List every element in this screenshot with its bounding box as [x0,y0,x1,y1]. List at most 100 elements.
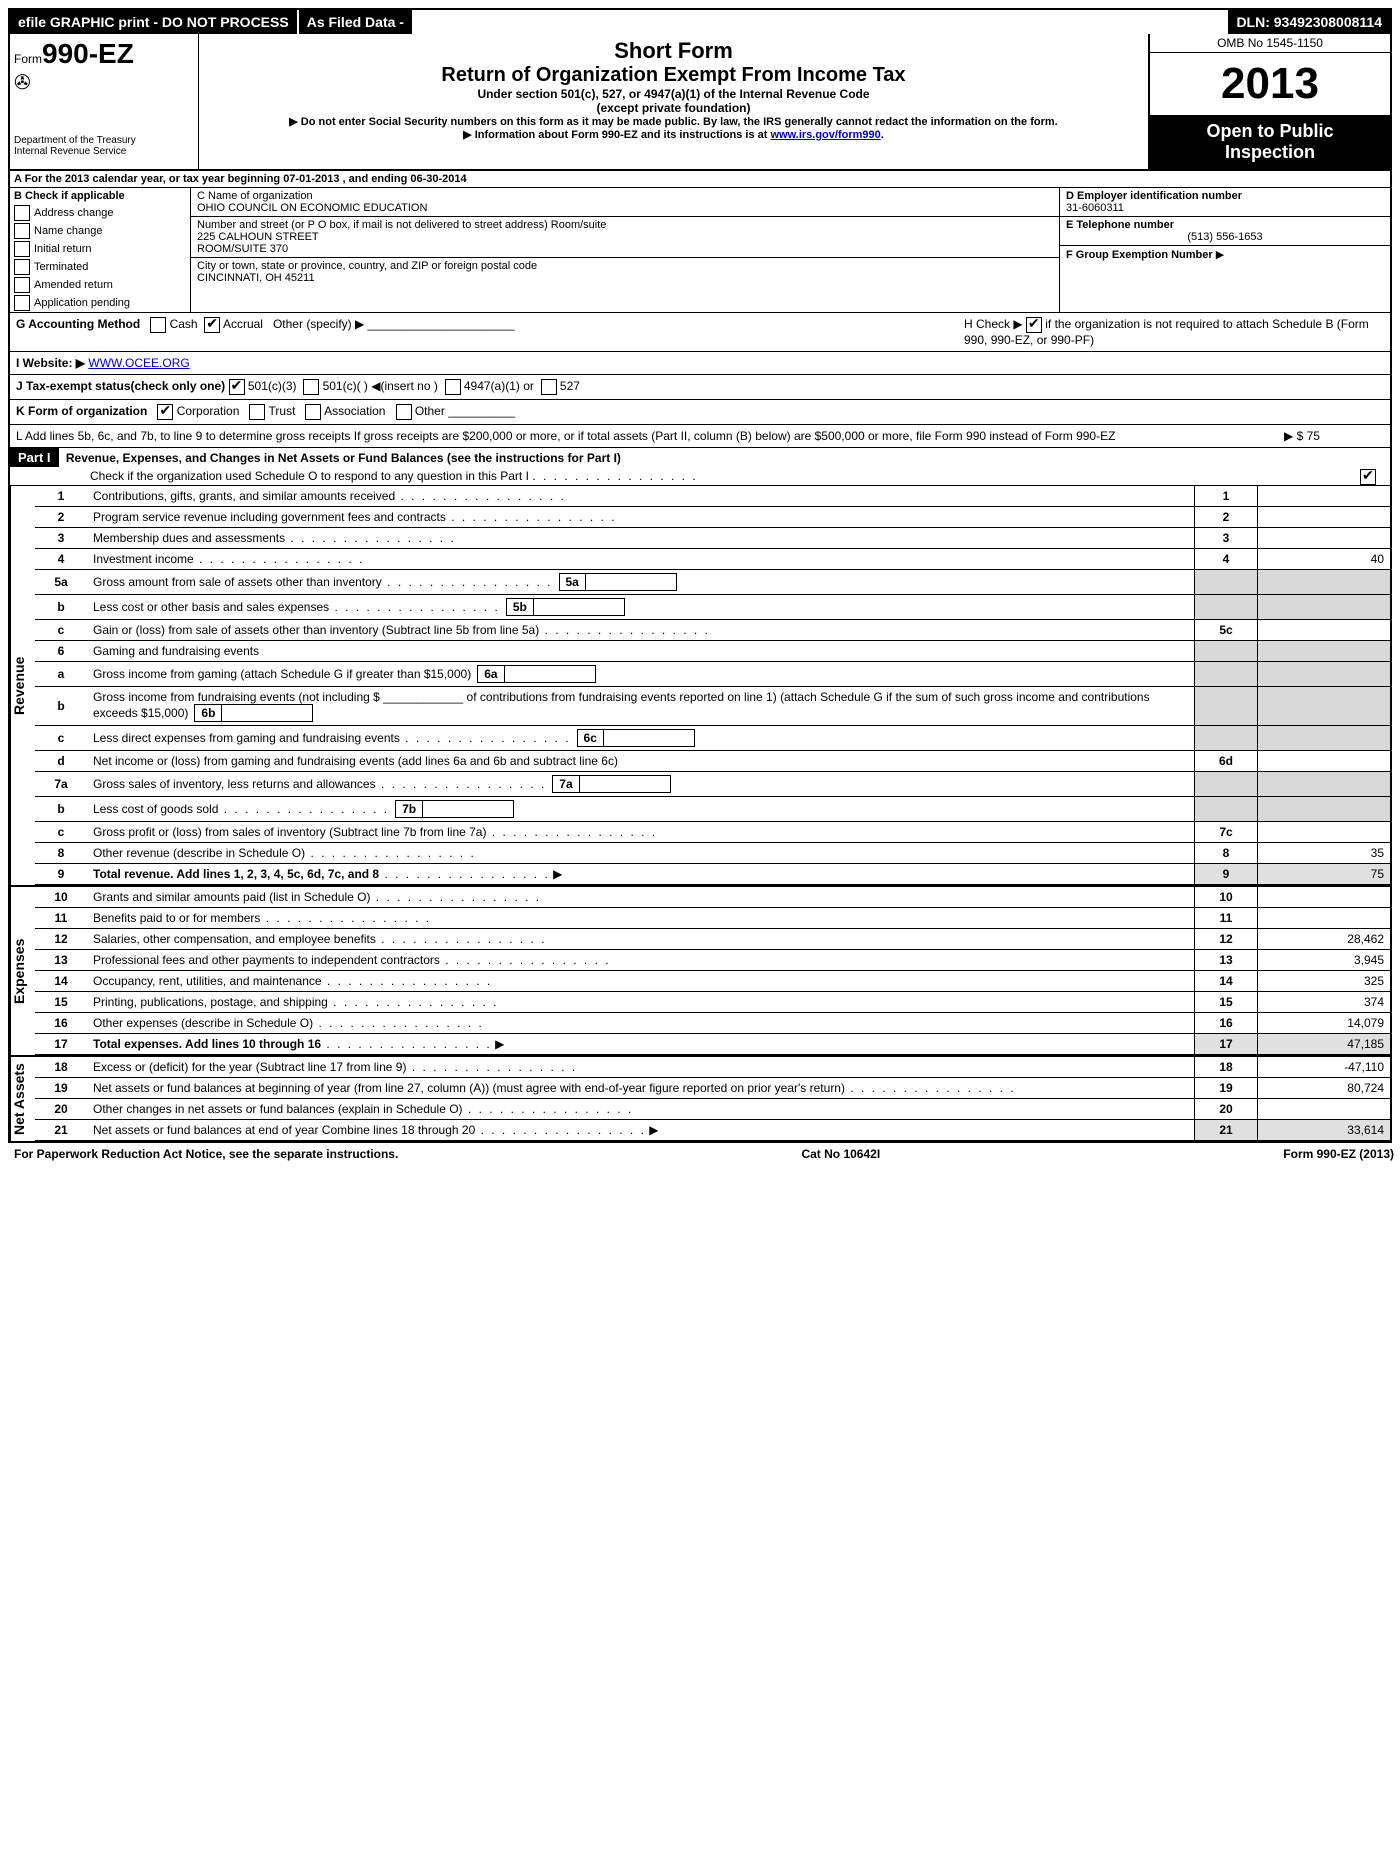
e-val: (513) 556-1653 [1066,231,1384,243]
footer-mid: Cat No 10642I [801,1147,880,1161]
checkbox-name[interactable] [14,223,30,239]
checkbox-app[interactable] [14,295,30,311]
line-3: 3Membership dues and assessments3 [35,528,1390,549]
tax-year: 2013 [1150,53,1390,115]
asfiled-label: As Filed Data - [297,10,414,34]
section-bcd: B Check if applicable Address change Nam… [10,188,1390,313]
cb-address-label: Address change [34,207,114,219]
checkbox-initial[interactable] [14,241,30,257]
header-left: Form990-EZ ✇ Department of the Treasury … [10,34,199,169]
checkbox-trust[interactable] [249,404,265,420]
accrual-label: Accrual [223,317,263,331]
website-link[interactable]: WWW.OCEE.ORG [88,356,189,370]
c-city-val: CINCINNATI, OH 45211 [197,272,1053,284]
warn2: ▶ Information about Form 990-EZ and its … [203,128,1144,141]
netassets-body: 18Excess or (deficit) for the year (Subt… [35,1057,1390,1141]
revenue-section: Revenue 1Contributions, gifts, grants, a… [10,486,1390,885]
c-addr-label: Number and street (or P O box, if mail i… [197,219,1053,231]
irs-link[interactable]: www.irs.gov/form990 [771,129,881,141]
open-inspection: Open to Public Inspection [1150,115,1390,169]
cash-label: Cash [170,317,198,331]
checkbox-amend[interactable] [14,277,30,293]
topbar-spacer [414,10,1228,34]
checkbox-corp[interactable] [157,404,173,420]
line-19: 19Net assets or fund balances at beginni… [35,1078,1390,1099]
f-label: F Group Exemption Number [1066,249,1213,261]
open1: Open to Public [1156,121,1384,142]
main-title: Return of Organization Exempt From Incom… [203,64,1144,87]
checkbox-term[interactable] [14,259,30,275]
line-1: 1Contributions, gifts, grants, and simil… [35,486,1390,507]
expenses-section: Expenses 10Grants and similar amounts pa… [10,885,1390,1055]
line-17: 17Total expenses. Add lines 10 through 1… [35,1034,1390,1055]
revenue-table: 1Contributions, gifts, grants, and simil… [35,486,1390,885]
e-label: E Telephone number [1066,219,1384,231]
warn2-pre: ▶ Information about Form 990-EZ and its … [463,129,770,141]
form-number: 990-EZ [42,38,134,69]
b-title: B Check if applicable [10,188,190,204]
d-val: 31-6060311 [1066,202,1384,214]
header-center: Short Form Return of Organization Exempt… [199,34,1148,169]
k-assoc: Association [324,404,385,418]
checkbox-accrual[interactable] [204,317,220,333]
checkbox-other[interactable] [396,404,412,420]
line-8: 8Other revenue (describe in Schedule O)8… [35,843,1390,864]
top-bar: efile GRAPHIC print - DO NOT PROCESS As … [10,10,1390,34]
revenue-body: 1Contributions, gifts, grants, and simil… [35,486,1390,885]
footer: For Paperwork Reduction Act Notice, see … [8,1143,1400,1165]
d-label: D Employer identification number [1066,190,1384,202]
line-9: 9Total revenue. Add lines 1, 2, 3, 4, 5c… [35,864,1390,885]
checkbox-h[interactable] [1026,317,1042,333]
line-14: 14Occupancy, rent, utilities, and mainte… [35,971,1390,992]
line-6c: cLess direct expenses from gaming and fu… [35,726,1390,751]
cb-initial-label: Initial return [34,243,91,255]
c-addr1: 225 CALHOUN STREET [197,231,1053,243]
sub2: (except private foundation) [203,101,1144,115]
checkbox-527[interactable] [541,379,557,395]
short-form: Short Form [203,38,1144,64]
line-5a: 5aGross amount from sale of assets other… [35,570,1390,595]
g-label: G Accounting Method [16,317,140,331]
row-a: A For the 2013 calendar year, or tax yea… [10,171,1390,188]
l-text: L Add lines 5b, 6c, and 7b, to line 9 to… [16,429,1284,443]
cb-address: Address change [10,204,190,222]
h-text: H Check ▶ [964,317,1023,331]
line-4: 4Investment income440 [35,549,1390,570]
part1-check: Check if the organization used Schedule … [10,467,1390,485]
part1-title: Revenue, Expenses, and Changes in Net As… [62,449,625,467]
cb-initial: Initial return [10,240,190,258]
line-6d: dNet income or (loss) from gaming and fu… [35,751,1390,772]
j-label: J Tax-exempt status(check only one) [16,379,229,393]
line-7a: 7aGross sales of inventory, less returns… [35,772,1390,797]
c-name: C Name of organization OHIO COUNCIL ON E… [191,188,1059,217]
checkbox-501c[interactable] [303,379,319,395]
line-6a: aGross income from gaming (attach Schedu… [35,662,1390,687]
cb-app-label: Application pending [34,297,130,309]
omb: OMB No 1545-1150 [1150,34,1390,53]
checkbox-cash[interactable] [150,317,166,333]
row-h: H Check ▶ if the organization is not req… [964,317,1384,347]
open2: Inspection [1156,142,1384,163]
k-corp: Corporation [177,404,240,418]
netassets-section: Net Assets 18Excess or (deficit) for the… [10,1055,1390,1141]
cb-name: Name change [10,222,190,240]
line-13: 13Professional fees and other payments t… [35,950,1390,971]
j-a: 4947(a)(1) or [464,379,534,393]
checkbox-part1[interactable] [1360,469,1376,485]
col-d: D Employer identification number 31-6060… [1060,188,1390,312]
checkbox-assoc[interactable] [305,404,321,420]
checkbox-501c3[interactable] [229,379,245,395]
form-container: efile GRAPHIC print - DO NOT PROCESS As … [8,8,1392,1143]
part1-header: Part I Revenue, Expenses, and Changes in… [10,448,1390,486]
netassets-table: 18Excess or (deficit) for the year (Subt… [35,1057,1390,1141]
row-i: I Website: ▶ WWW.OCEE.ORG [10,352,1390,375]
k-other: Other [415,404,445,418]
checkbox-address[interactable] [14,205,30,221]
line-20: 20Other changes in net assets or fund ba… [35,1099,1390,1120]
checkbox-4947[interactable] [445,379,461,395]
row-k: K Form of organization Corporation Trust… [10,400,1390,425]
header-right: OMB No 1545-1150 2013 Open to Public Ins… [1148,34,1390,169]
c-addr2: ROOM/SUITE 370 [197,243,1053,255]
form-prefix: Form [14,52,42,66]
footer-right: Form 990-EZ (2013) [1283,1147,1394,1161]
